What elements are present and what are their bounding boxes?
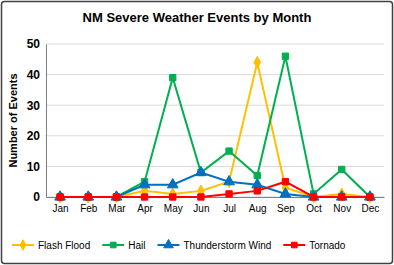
legend-marker	[20, 240, 26, 251]
series-marker	[85, 194, 91, 200]
series-marker	[367, 194, 373, 200]
x-tick: Sep	[277, 197, 295, 214]
y-tick: 20	[27, 129, 46, 143]
x-tick-label: Jan	[53, 203, 69, 214]
x-tick-label: Mar	[108, 203, 126, 214]
y-tick-label: 20	[27, 129, 41, 143]
series-marker	[139, 179, 150, 188]
legend-entry: Tornado	[283, 240, 346, 251]
y-tick-label: 40	[27, 68, 41, 82]
y-tick-label: 30	[27, 99, 41, 113]
legend-entry: Hail	[102, 240, 145, 251]
y-tick-label: 10	[27, 160, 41, 174]
series-marker	[254, 56, 261, 68]
series-marker	[198, 194, 204, 200]
grid	[46, 44, 384, 197]
series-marker	[254, 188, 260, 194]
series-marker	[280, 188, 291, 197]
chart: NM Severe Weather Events by Month 0 10 20 30…	[0, 0, 394, 265]
series-marker	[113, 194, 119, 200]
legend-marker	[164, 239, 174, 247]
series-marker	[226, 148, 232, 154]
series-marker	[55, 191, 66, 200]
series-line	[60, 62, 370, 197]
legend-label: Thunderstorm Wind	[183, 240, 271, 251]
chart-frame	[2, 2, 393, 264]
x-tick-label: Nov	[333, 203, 351, 214]
series-marker	[339, 166, 345, 172]
series-marker	[282, 53, 288, 59]
series-marker	[57, 194, 63, 200]
series-marker	[196, 166, 207, 175]
series-marker	[310, 194, 316, 200]
series-marker	[141, 194, 147, 200]
series-line	[60, 56, 370, 197]
series-marker	[339, 194, 345, 200]
series-marker	[226, 191, 232, 197]
series	[55, 166, 376, 200]
legend: Flash Flood Hail Thunderstorm Wind Tornado	[12, 239, 346, 251]
x-tick-label: May	[164, 203, 183, 214]
series-marker	[170, 74, 176, 80]
y-tick: 30	[27, 99, 46, 113]
y-tick-label: 50	[27, 37, 41, 51]
series-marker	[83, 191, 94, 200]
x-tick-label: Dec	[362, 203, 380, 214]
series-marker	[170, 194, 176, 200]
y-tick: 0	[33, 190, 46, 204]
series-marker	[113, 194, 119, 200]
legend-label: Tornado	[309, 240, 346, 251]
legend-marker	[110, 242, 116, 248]
x-tick-label: Jun	[193, 203, 209, 214]
grid-line	[46, 166, 384, 167]
series-marker	[167, 179, 178, 188]
y-axis-title: Number of Events	[7, 73, 19, 167]
y-tick-label: 0	[33, 190, 40, 204]
series-marker	[365, 191, 376, 200]
series-marker	[111, 191, 122, 200]
x-tick: Jul	[223, 197, 236, 214]
plot-area: 0 10 20 30 40 50 Jan Feb Mar Apr May Jun Jul Aug Sep Oc…	[27, 37, 385, 214]
legend-label: Hail	[128, 240, 145, 251]
legend-entry: Flash Flood	[12, 240, 90, 251]
series-line	[60, 173, 370, 197]
series	[57, 56, 374, 202]
series-marker	[169, 188, 176, 200]
series	[57, 53, 373, 200]
grid-line	[46, 74, 384, 75]
series-line	[60, 182, 370, 197]
grid-line	[46, 135, 384, 136]
y-tick: 40	[27, 68, 46, 82]
series-marker	[224, 175, 235, 184]
x-axis: Jan Feb Mar Apr May Jun Jul Aug Sep Oct Nov Dec	[47, 197, 385, 214]
chart-title: NM Severe Weather Events by Month	[83, 10, 312, 25]
grid-line	[46, 105, 384, 106]
legend-label: Flash Flood	[38, 240, 90, 251]
series	[57, 179, 373, 201]
series-marker	[85, 194, 91, 200]
legend-entry: Thunderstorm Wind	[157, 239, 271, 251]
x-tick: Aug	[249, 197, 267, 214]
y-axis: 0 10 20 30 40 50	[27, 37, 47, 204]
y-tick: 50	[27, 37, 46, 51]
series-marker	[336, 191, 347, 200]
y-axis-line	[46, 45, 47, 198]
series-marker	[252, 179, 263, 188]
x-tick-label: Jul	[223, 203, 236, 214]
legend-marker	[291, 242, 297, 248]
series-group	[55, 53, 376, 203]
series-marker	[57, 194, 63, 200]
x-tick-label: Oct	[306, 203, 322, 214]
x-tick-label: Sep	[277, 203, 295, 214]
series-marker	[367, 194, 373, 200]
x-tick-label: Feb	[80, 203, 98, 214]
x-tick-label: Aug	[249, 203, 267, 214]
y-tick: 10	[27, 160, 46, 174]
series-marker	[282, 179, 288, 185]
grid-line	[46, 44, 384, 45]
x-tick-label: Apr	[137, 203, 153, 214]
